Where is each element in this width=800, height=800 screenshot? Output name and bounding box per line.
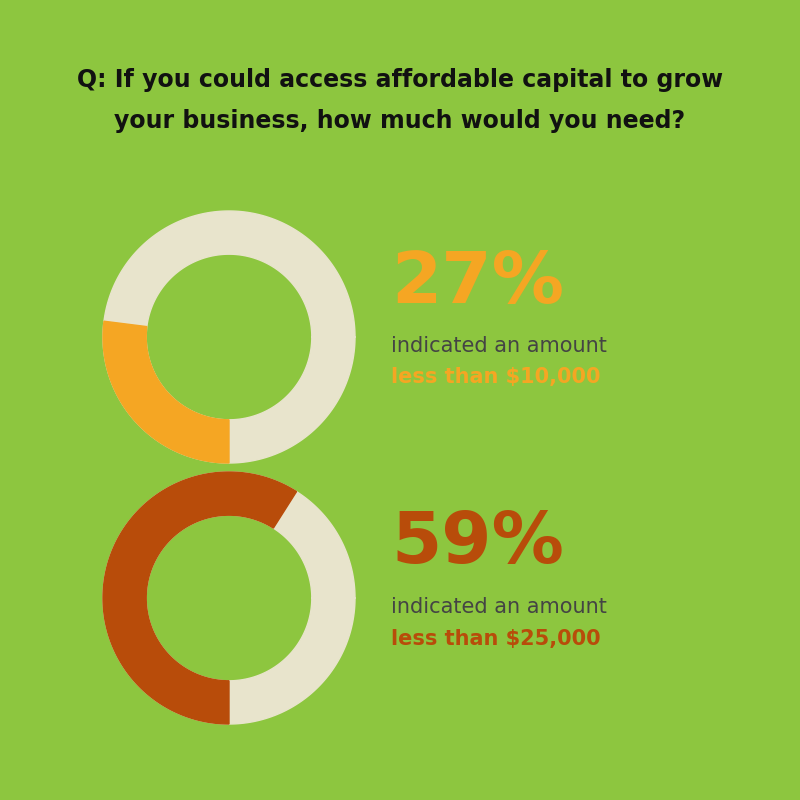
Bar	[40, 40, 760, 157]
Polygon shape	[103, 211, 355, 463]
Polygon shape	[103, 472, 297, 724]
Text: indicated an amount: indicated an amount	[391, 597, 607, 617]
Text: Q: If you could access affordable capital to grow: Q: If you could access affordable capita…	[77, 69, 723, 93]
Text: 27%: 27%	[391, 249, 564, 318]
Text: less than $10,000: less than $10,000	[391, 367, 601, 387]
Polygon shape	[103, 322, 229, 463]
Polygon shape	[103, 472, 355, 724]
Text: indicated an amount: indicated an amount	[391, 336, 607, 356]
Text: your business, how much would you need?: your business, how much would you need?	[114, 109, 686, 133]
Text: 59%: 59%	[391, 510, 564, 578]
Text: less than $25,000: less than $25,000	[391, 629, 601, 649]
